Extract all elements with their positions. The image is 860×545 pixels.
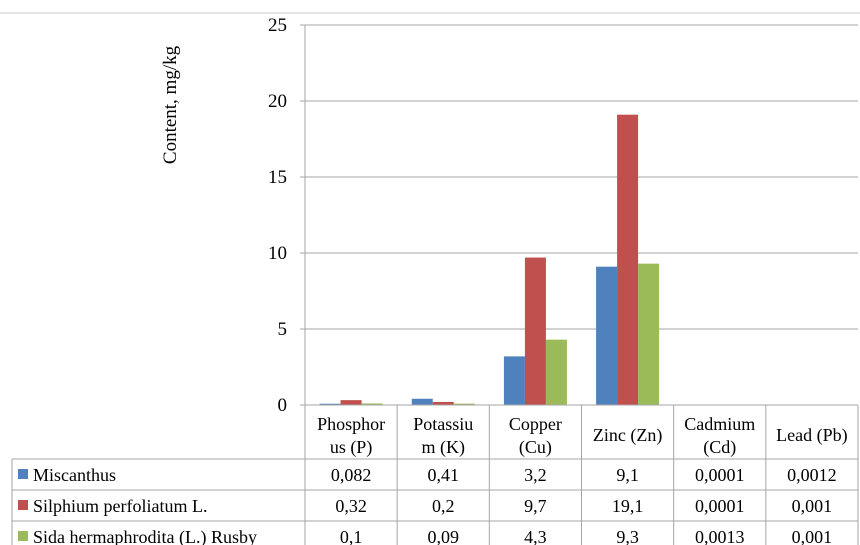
category-label: (Cd) <box>703 437 736 458</box>
bar <box>340 400 362 405</box>
category-label: (Cu) <box>519 437 552 458</box>
bar <box>596 266 618 405</box>
bar <box>545 339 567 405</box>
table-cell-value: 19,1 <box>612 496 644 516</box>
legend-swatch <box>18 469 28 479</box>
table-cell-value: 0,1 <box>340 527 363 545</box>
y-tick-label: 20 <box>268 91 287 112</box>
legend-series-name: Sida hermaphrodita (L.) Rusby <box>33 527 257 545</box>
table-cell-value: 9,1 <box>616 465 639 485</box>
y-tick-label: 15 <box>268 167 287 188</box>
table-cell-value: 0,0013 <box>695 527 745 545</box>
legend-swatch <box>18 500 28 510</box>
y-tick-label: 5 <box>278 319 288 340</box>
table-cell-value: 0,09 <box>428 527 460 545</box>
legend-swatch <box>18 531 28 541</box>
bar <box>617 114 639 406</box>
bar <box>319 403 341 405</box>
y-tick-label: 0 <box>278 395 288 416</box>
bar <box>503 356 525 405</box>
table-cell-value: 4,3 <box>524 527 547 545</box>
bar <box>524 257 546 405</box>
category-label: m (K) <box>422 437 466 458</box>
table-cell-value: 9,3 <box>616 527 639 545</box>
bars <box>319 114 844 406</box>
legend-series-name: Silphium perfoliatum L. <box>33 496 207 516</box>
data-table: Phosphor us (P) Potassiu m (K) Copper (Cu) Zin… <box>11 404 859 545</box>
bar <box>361 403 383 405</box>
category-label: Cadmium <box>684 414 755 434</box>
table-cell-value: 0,001 <box>792 496 833 516</box>
table-cell-value: 3,2 <box>524 465 547 485</box>
y-tick-label: 10 <box>268 243 287 264</box>
category-label: Phosphor <box>317 414 385 434</box>
category-label: Copper <box>509 414 562 434</box>
table-cell-value: 9,7 <box>524 496 547 516</box>
table-cell-value: 0,32 <box>335 496 367 516</box>
table-cell-value: 0,0001 <box>695 465 745 485</box>
y-axis-label: Content, mg/kg <box>160 45 181 164</box>
table-cell-value: 0,0012 <box>787 465 837 485</box>
category-label: us (P) <box>330 437 373 458</box>
table-cell-value: 0,0001 <box>695 496 745 516</box>
gridlines <box>0 12 860 330</box>
table-cell-value: 0,082 <box>331 465 372 485</box>
bar <box>432 401 454 405</box>
y-tick-label: 25 <box>268 15 287 36</box>
bar <box>453 403 475 405</box>
table-cell-value: 0,2 <box>432 496 455 516</box>
y-axis: 0 5 10 15 20 25 <box>268 15 306 416</box>
bar <box>638 263 660 405</box>
category-label: Potassiu <box>413 414 473 434</box>
category-label: Zinc (Zn) <box>593 425 662 446</box>
legend-series-name: Miscanthus <box>33 465 116 485</box>
category-label: Lead (Pb) <box>776 425 847 446</box>
bar <box>411 398 433 405</box>
table-cell-value: 0,41 <box>428 465 460 485</box>
table-cell-value: 0,001 <box>792 527 833 545</box>
